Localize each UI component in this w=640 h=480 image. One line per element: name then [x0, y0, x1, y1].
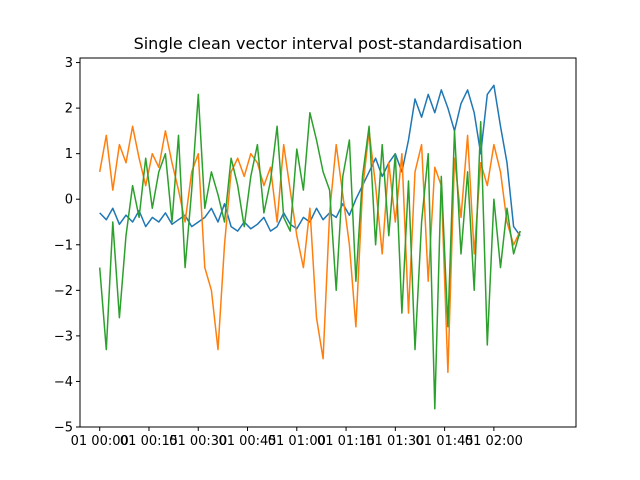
x-tick-label: 01 00:15: [120, 434, 178, 449]
y-tick-label: −3: [54, 329, 73, 344]
y-tick-label: −4: [54, 375, 73, 390]
series-line-1: [99, 84, 521, 237]
y-tick-label: 0: [65, 193, 73, 208]
y-tick-label: −5: [54, 421, 73, 436]
x-tick-label: 01 00:45: [218, 434, 276, 449]
x-tick-label: 01 01:00: [268, 434, 326, 449]
x-tick-label: 01 01:30: [366, 434, 424, 449]
axes-frame: [79, 57, 577, 428]
x-tick-label: 01 00:00: [71, 434, 129, 449]
y-tick-label: 1: [65, 147, 73, 162]
y-tick-label: −1: [54, 238, 73, 253]
y-tick-label: 2: [65, 102, 73, 117]
plot-area: [98, 84, 521, 410]
x-tick-label: 01 01:15: [317, 434, 375, 449]
x-tick-label: 01 02:00: [465, 434, 523, 449]
x-tick-label: 01 00:30: [169, 434, 227, 449]
y-axis: 3 2 1 0 −1 −2 −3 −4 −5: [54, 56, 80, 436]
y-tick-label: 3: [65, 56, 73, 71]
series-line-2: [98, 125, 521, 374]
series-line-3: [98, 93, 521, 410]
x-tick-label: 01 01:45: [416, 434, 474, 449]
y-tick-label: −2: [54, 284, 73, 299]
chart-title: Single clean vector interval post-standa…: [134, 34, 523, 53]
